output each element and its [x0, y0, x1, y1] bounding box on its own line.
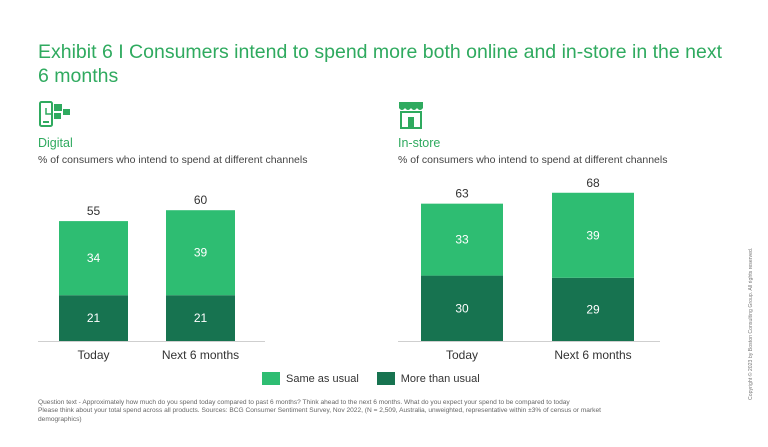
label-total-1: 68 [586, 176, 600, 190]
bar-same-0 [421, 203, 503, 276]
bar-more-0 [59, 295, 128, 341]
bar-more-0 [421, 275, 503, 341]
instore-panel-subtitle: % of consumers who intend to spend at di… [398, 154, 668, 166]
bar-more-1 [166, 295, 235, 341]
copyright: Copyright © 2023 by Boston Consulting Gr… [748, 247, 754, 400]
label-total-0: 63 [455, 187, 469, 201]
label-more-0: 30 [455, 301, 469, 315]
tick-label-1: Next 6 months [162, 348, 239, 362]
tick-label-0: Today [77, 348, 109, 362]
digital-devices-icon [39, 101, 70, 127]
bar-same-0 [59, 221, 128, 296]
label-total-0: 55 [87, 204, 101, 218]
instore-panel-title: In-store [398, 136, 441, 150]
legend-item-same: Same as usual [262, 372, 359, 385]
label-same-1: 39 [194, 246, 208, 260]
bar-same-1 [552, 192, 634, 278]
label-more-0: 21 [87, 311, 101, 325]
bar-same-1 [166, 210, 235, 296]
chart-title: Exhibit 6 I Consumers intend to spend mo… [38, 41, 722, 87]
tick-label-0: Today [446, 348, 478, 362]
legend-item-more: More than usual [376, 372, 480, 385]
legend-swatch-more [376, 372, 395, 385]
digital-panel-title: Digital [38, 136, 73, 150]
footnote-line-2: Please think about your total spend acro… [38, 407, 601, 423]
legend-swatch-same [262, 372, 280, 385]
label-same-0: 33 [455, 233, 469, 247]
legend-label-same: Same as usual [286, 372, 359, 385]
label-total-1: 60 [194, 193, 208, 207]
label-same-0: 34 [87, 251, 101, 265]
bar-more-1 [552, 277, 634, 341]
tick-label-1: Next 6 months [554, 348, 631, 362]
label-same-1: 39 [586, 228, 600, 242]
legend: Same as usual More than usual [262, 372, 498, 385]
label-more-1: 21 [194, 311, 208, 325]
digital-panel-subtitle: % of consumers who intend to spend at di… [38, 154, 308, 166]
footnote-line-1: Question text - Approximately how much d… [38, 399, 570, 406]
label-more-1: 29 [586, 302, 600, 316]
footnote: Question text - Approximately how much d… [38, 399, 638, 424]
storefront-icon [399, 102, 423, 129]
legend-label-more: More than usual [400, 372, 480, 385]
